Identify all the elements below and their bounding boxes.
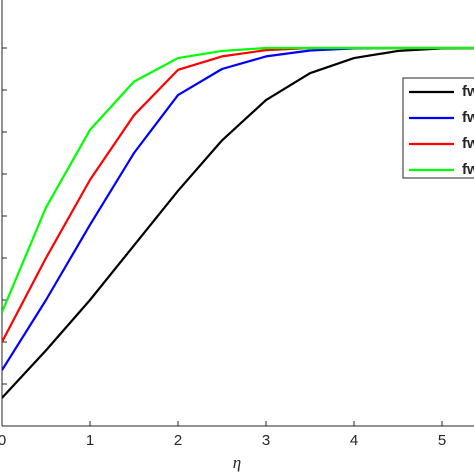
series-line bbox=[2, 46, 474, 313]
x-tick-label: 1 bbox=[86, 432, 94, 449]
legend-label: fw bbox=[462, 83, 474, 100]
x-axis-label: η bbox=[233, 453, 241, 472]
legend-label: fw bbox=[462, 161, 474, 178]
x-tick-label: 5 bbox=[438, 432, 446, 449]
x-tick-label: 0 bbox=[0, 432, 6, 449]
plot-area bbox=[2, 46, 474, 399]
x-tick-label: 2 bbox=[174, 432, 182, 449]
legend-label: fw bbox=[462, 109, 474, 126]
legend-box bbox=[402, 77, 474, 179]
x-tick-label: 4 bbox=[350, 432, 358, 449]
x-tick-label: 3 bbox=[262, 432, 270, 449]
legend-label: fw bbox=[462, 135, 474, 152]
series-line bbox=[2, 47, 474, 399]
